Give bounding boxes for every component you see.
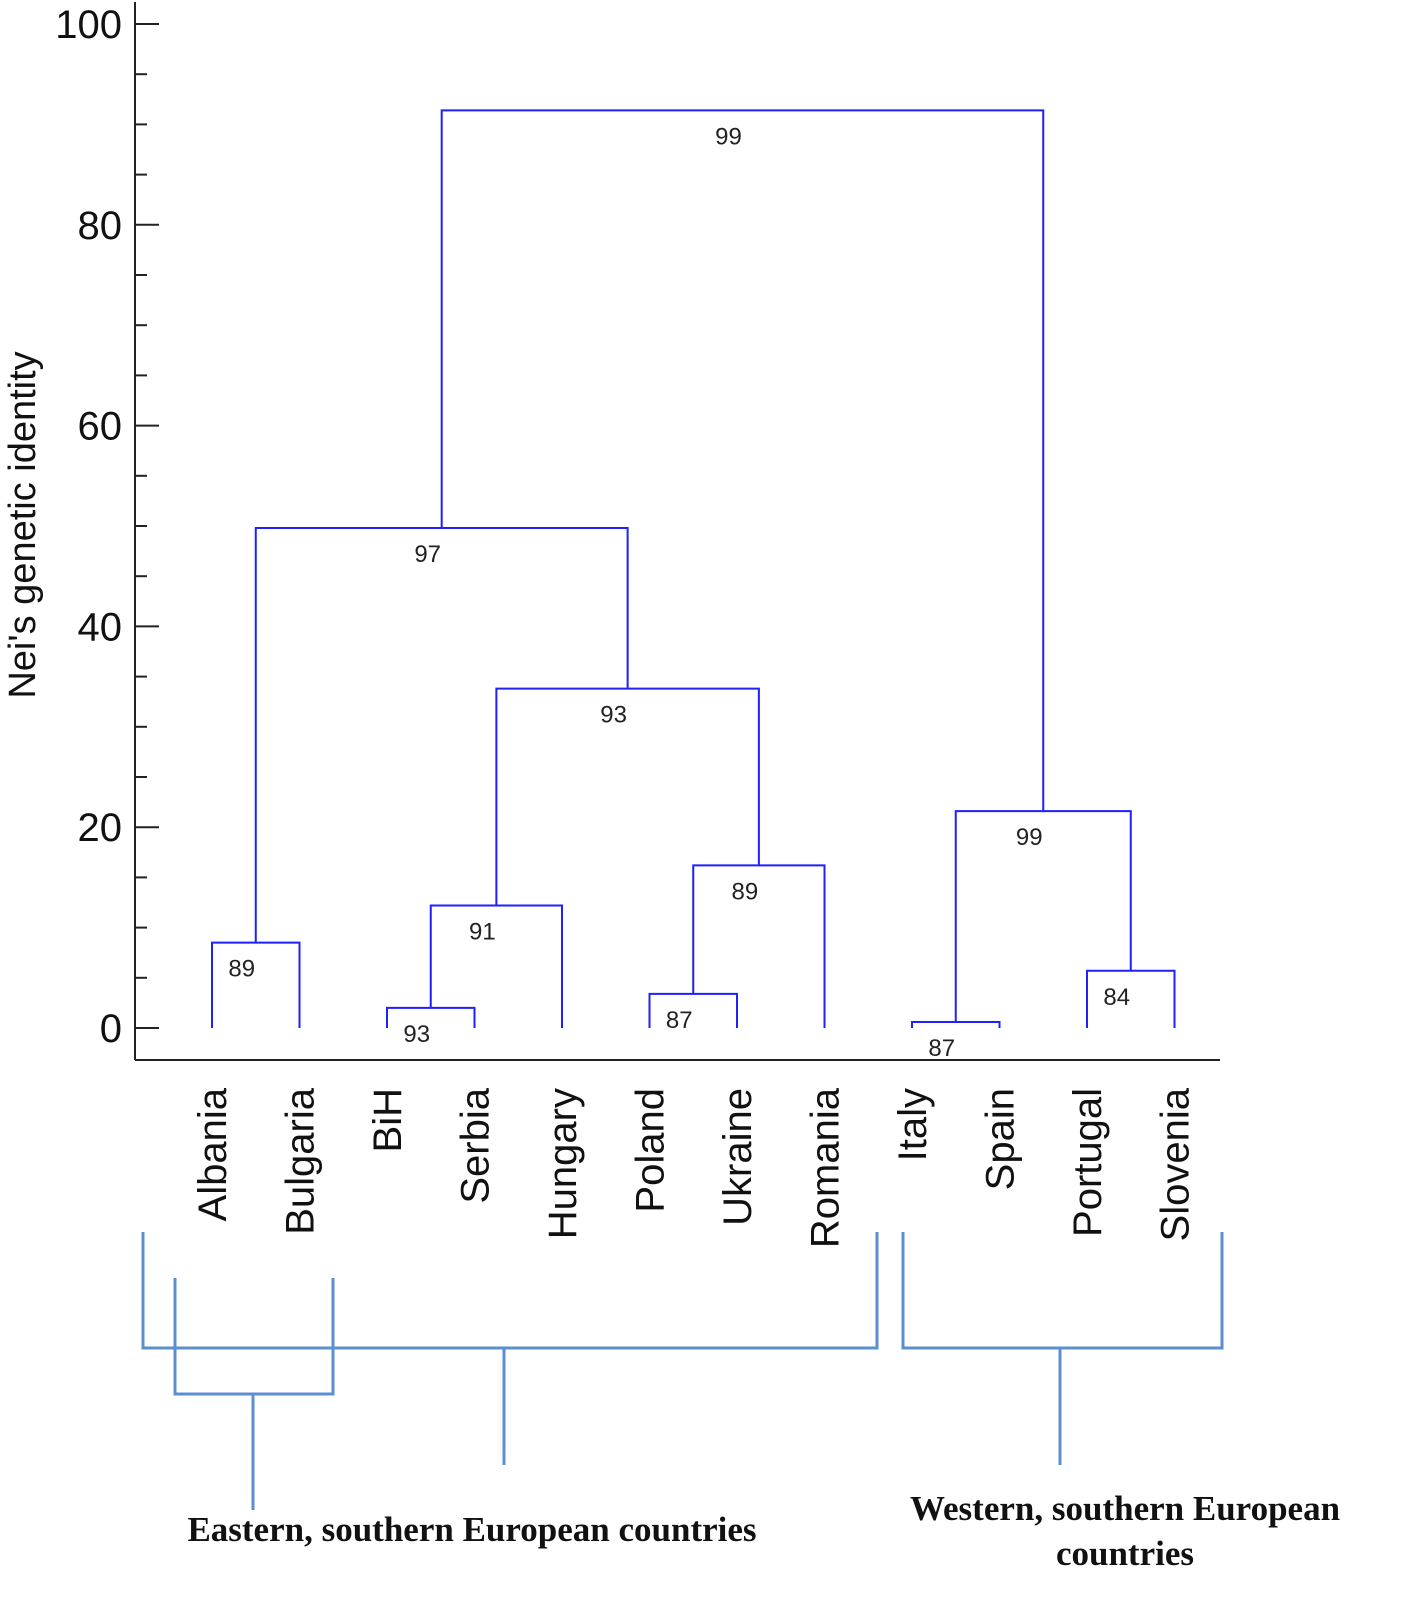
dendrogram-link bbox=[495, 687, 760, 906]
bootstrap-support-label: 84 bbox=[1103, 984, 1130, 1011]
y-axis-label: Nei's genetic identity bbox=[2, 351, 44, 698]
western-group-label-line1: Western, southern European bbox=[910, 1489, 1340, 1528]
y-axis: 0 20 40 60 80 100 bbox=[55, 2, 1220, 1061]
leaf-label: Bulgaria bbox=[279, 1087, 323, 1235]
y-tick-label: 40 bbox=[78, 605, 123, 649]
dendrogram-link bbox=[254, 527, 629, 943]
eastern-group-label: Eastern, southern European countries bbox=[187, 1510, 756, 1549]
bootstrap-support-label: 89 bbox=[732, 878, 759, 905]
leaf-label: Italy bbox=[891, 1088, 935, 1161]
bootstrap-support-label: 91 bbox=[469, 919, 496, 946]
y-tick-label: 100 bbox=[55, 3, 122, 47]
leaf-label: Serbia bbox=[454, 1087, 498, 1203]
leaf-labels: Albania Bulgaria BiH Serbia Hungary Poland Ukr… bbox=[191, 1087, 1198, 1248]
leaf-label: Ukraine bbox=[716, 1088, 760, 1226]
dendrogram-link bbox=[1086, 969, 1176, 1028]
leaf-label: Spain bbox=[979, 1088, 1023, 1190]
balkan-sub-bracket bbox=[173, 1278, 335, 1510]
bootstrap-support-label: 89 bbox=[228, 956, 255, 983]
bootstrap-support-label: 99 bbox=[1016, 824, 1043, 851]
dendrogram-link bbox=[386, 1006, 476, 1028]
bootstrap-support-label: 97 bbox=[414, 541, 441, 568]
y-tick-label: 20 bbox=[78, 806, 123, 850]
eastern-bracket bbox=[141, 1232, 879, 1465]
bootstrap-support-label: 99 bbox=[715, 123, 742, 150]
dendrogram-link bbox=[911, 1020, 1001, 1028]
dendrogram-link bbox=[648, 992, 738, 1028]
dendrogram-link bbox=[211, 941, 301, 1028]
y-tick-label: 60 bbox=[78, 405, 123, 449]
y-tick-label: 80 bbox=[78, 204, 123, 248]
western-bracket bbox=[901, 1232, 1224, 1465]
bootstrap-support-label: 87 bbox=[666, 1007, 693, 1034]
leaf-label: Poland bbox=[629, 1088, 673, 1213]
dendrogram-link bbox=[429, 904, 563, 1028]
leaf-label: Slovenia bbox=[1154, 1087, 1198, 1241]
dendrogram-tree: 89 93 91 87 89 93 97 87 84 99 99 bbox=[211, 109, 1176, 1062]
bootstrap-support-label: 93 bbox=[403, 1021, 430, 1048]
bootstrap-support-label: 93 bbox=[600, 702, 627, 729]
y-tick-label: 0 bbox=[100, 1007, 122, 1051]
group-brackets bbox=[141, 1232, 1224, 1510]
leaf-label: Hungary bbox=[541, 1088, 585, 1239]
leaf-label: Romania bbox=[804, 1087, 848, 1248]
dendrogram-link bbox=[692, 864, 826, 1028]
dendrogram-link bbox=[440, 109, 1045, 812]
bootstrap-support-label: 87 bbox=[928, 1035, 955, 1062]
leaf-label: Albania bbox=[191, 1087, 235, 1221]
leaf-label: Portugal bbox=[1066, 1088, 1110, 1237]
western-group-label-line2: countries bbox=[1056, 1534, 1194, 1573]
leaf-label: BiH bbox=[366, 1088, 410, 1152]
